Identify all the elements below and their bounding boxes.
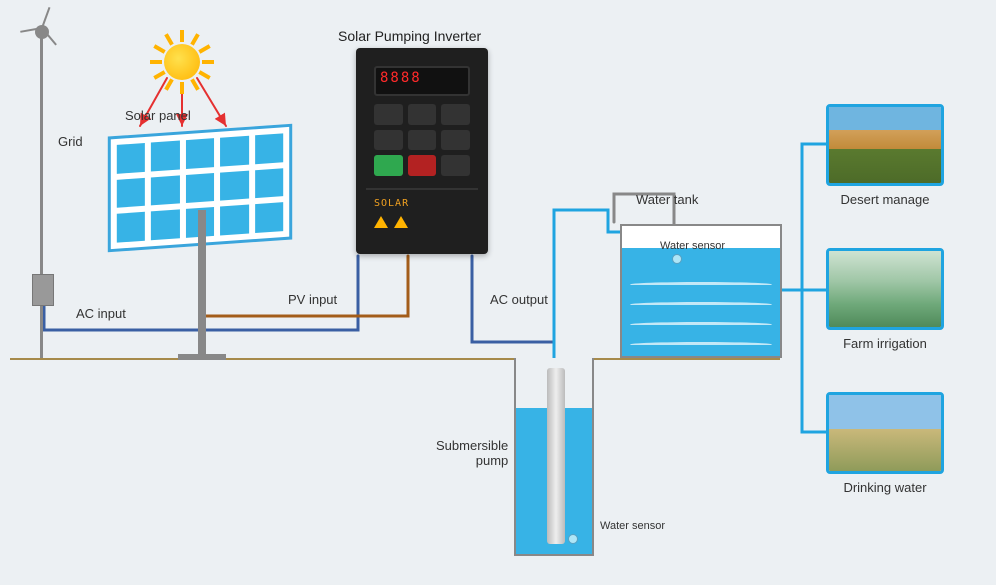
inverter-digits: 8888 (380, 70, 422, 86)
ac_output-wire (472, 256, 554, 366)
sun-icon (150, 30, 214, 94)
tank-sensor-label: Water sensor (660, 240, 725, 252)
grid-tower (32, 28, 52, 358)
app-label-2: Drinking water (826, 480, 944, 495)
solar-panel-label: Solar panel (125, 108, 191, 123)
pv-input-label: PV input (288, 292, 337, 307)
ground-line (10, 358, 780, 360)
tank-label: Water tank (636, 192, 698, 207)
panel-base (178, 354, 226, 360)
ac-input-label: AC input (76, 306, 126, 321)
solar-pumping-diagram: Grid Solar panel Solar Pumping Inverter … (0, 0, 996, 585)
app-card-2 (826, 392, 944, 474)
inverter: 8888 SOLAR (356, 48, 488, 254)
grid-label: Grid (58, 134, 83, 149)
tank-water-sensor (672, 254, 682, 264)
app-label-0: Desert manage (826, 192, 944, 207)
grid-box (32, 274, 54, 306)
app-label-1: Farm irrigation (826, 336, 944, 351)
submersible-pump (547, 368, 565, 544)
app_trunk-wire (782, 144, 826, 432)
diagram-title: Solar Pumping Inverter (338, 28, 481, 44)
well-water-sensor (568, 534, 578, 544)
inverter-warn-icons (374, 216, 408, 228)
app-card-1 (826, 248, 944, 330)
inverter-brand: SOLAR (374, 198, 409, 209)
ac-output-label: AC output (490, 292, 548, 307)
well-sensor-label: Water sensor (600, 520, 665, 532)
inverter-keypad (374, 104, 470, 176)
pump-label: Submersible pump (436, 438, 508, 468)
well (514, 358, 594, 556)
panel-pole (198, 210, 206, 358)
pv_input-wire (202, 256, 408, 316)
app-card-0 (826, 104, 944, 186)
